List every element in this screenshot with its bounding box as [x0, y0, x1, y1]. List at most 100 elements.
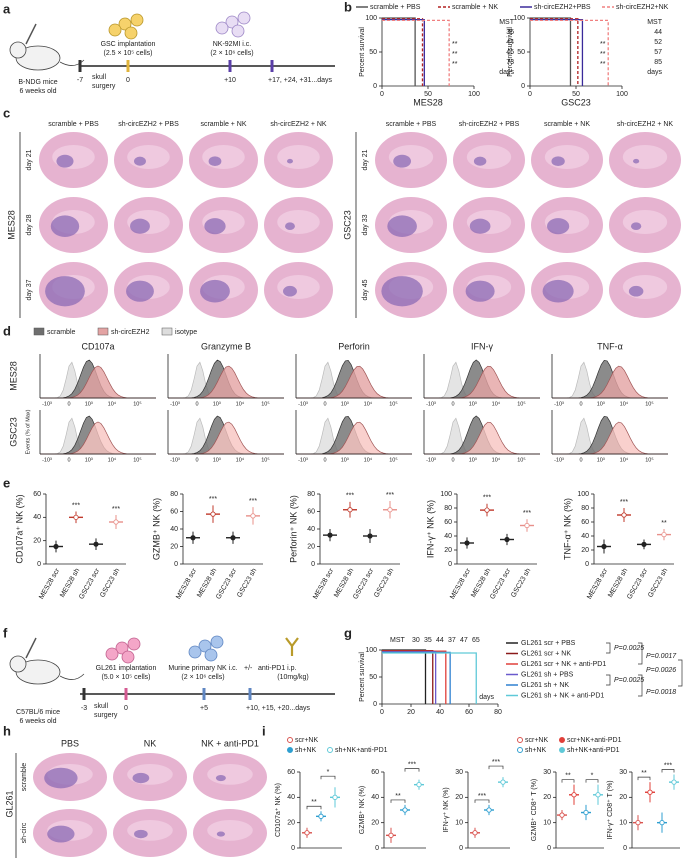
mouse-head — [9, 41, 27, 59]
step-label: (2 × 10⁶ cells) — [181, 674, 224, 681]
legend-label: sh-circEZH2 — [111, 329, 150, 336]
significance: *** — [620, 499, 628, 506]
tumor — [130, 218, 150, 234]
tumor — [551, 156, 565, 167]
x-tick-label: 0 — [323, 401, 326, 407]
y-tick-label: 80 — [307, 491, 315, 498]
x-tick-label: MES28 sh — [607, 567, 629, 599]
mst-value: 36 — [506, 29, 514, 36]
y-axis-label: GZMB⁺ NK (%) — [151, 498, 161, 560]
legend-swatch — [33, 327, 45, 336]
comparison-bracket — [638, 642, 643, 665]
tissue-inner — [622, 210, 668, 234]
syringe — [25, 23, 37, 45]
x-tick-label: 20 — [407, 709, 415, 716]
timeline-label: +5 — [200, 705, 208, 712]
significance: ** — [452, 41, 458, 48]
y-tick-label: 0 — [448, 561, 452, 568]
significance: ** — [600, 61, 606, 68]
y-tick-label: 50 — [369, 674, 377, 681]
survival-curve — [530, 19, 609, 86]
legend-marker — [517, 737, 523, 743]
tumor — [134, 829, 148, 839]
brain-section — [113, 809, 187, 857]
mst-label: MST — [647, 19, 663, 26]
tumor — [44, 767, 78, 789]
cell-icon — [204, 648, 218, 662]
cell-icon — [231, 24, 245, 38]
row-label: day 21 — [26, 149, 33, 170]
timeline-label: -3 — [81, 705, 87, 712]
significance: *** — [478, 793, 486, 800]
mean-marker — [73, 514, 79, 520]
y-tick-label: 20 — [581, 547, 589, 554]
x-tick-label: 0 — [451, 401, 454, 407]
tumor — [633, 158, 640, 164]
histogram — [168, 365, 284, 399]
comparison-bracket — [404, 768, 420, 772]
timeline-marker — [228, 60, 232, 72]
significance: ** — [452, 61, 458, 68]
column-label: NK — [144, 738, 157, 748]
x-tick-label: 10³ — [469, 457, 477, 463]
legend-label: GL261 scr + NK — [521, 650, 571, 657]
comparison-bracket — [320, 775, 336, 780]
significance: *** — [72, 502, 80, 509]
mean-marker — [661, 531, 667, 538]
mean-marker — [210, 511, 216, 517]
x-tick-label: 10⁵ — [133, 400, 141, 407]
legend-label: isotype — [175, 329, 197, 336]
x-tick-label: 10⁵ — [517, 400, 525, 407]
mst-value: 65 — [472, 637, 480, 644]
x-tick-label: 10³ — [85, 401, 93, 407]
tissue-inner — [277, 210, 320, 234]
brain-section — [114, 132, 183, 188]
cell-icon — [118, 17, 132, 31]
mean-marker — [387, 507, 393, 513]
brain-section — [375, 262, 447, 318]
x-tick-label: 0 — [67, 401, 70, 407]
panel-letter: h — [3, 723, 11, 738]
mouse-label: 6 weeks old — [20, 718, 57, 725]
mst-value: 46 — [506, 49, 514, 56]
histogram — [296, 365, 412, 399]
x-tick-label: GSC23 sh — [373, 567, 395, 599]
syringe — [25, 637, 37, 659]
y-tick-label: 60 — [371, 769, 379, 776]
panel-letter: f — [3, 625, 8, 640]
mst-value: 47 — [460, 637, 468, 644]
x-tick-label: -10³ — [298, 401, 308, 407]
y-tick-label: 0 — [291, 845, 295, 852]
legend-marker — [287, 747, 293, 753]
brain-section — [33, 753, 107, 801]
step-label: (10mg/kg) — [277, 674, 309, 681]
legend-swatch — [161, 327, 173, 336]
mst-value: 44 — [436, 637, 444, 644]
legend-label: scramble — [47, 329, 76, 336]
significance: *** — [664, 762, 672, 769]
cell-icon — [237, 11, 251, 25]
mst-value: 85 — [654, 59, 662, 66]
tumor — [469, 218, 491, 234]
x-tick-label: -10³ — [426, 457, 436, 463]
survival-curve — [530, 18, 584, 86]
y-tick-label: 40 — [287, 794, 295, 801]
legend-marker — [559, 737, 565, 743]
x-tick-label: 40 — [436, 709, 444, 716]
brain-section — [189, 197, 258, 253]
significance: * — [327, 769, 330, 776]
tumor — [50, 215, 80, 237]
cell-icon — [105, 647, 119, 661]
y-tick-label: 50 — [517, 49, 525, 56]
timeline-label: skull — [92, 74, 106, 81]
tumor — [465, 280, 495, 302]
step-label: (5.0 × 10⁵ cells) — [101, 674, 150, 681]
y-tick-label: 100 — [440, 491, 452, 498]
significance: ** — [565, 773, 571, 780]
x-tick-label: 10⁴ — [620, 456, 629, 463]
tumor — [204, 218, 226, 235]
mst-label: MST — [390, 637, 406, 644]
brain-section — [264, 262, 333, 318]
panel-letter: e — [3, 475, 10, 490]
p-value: P=0.0017 — [646, 653, 677, 660]
